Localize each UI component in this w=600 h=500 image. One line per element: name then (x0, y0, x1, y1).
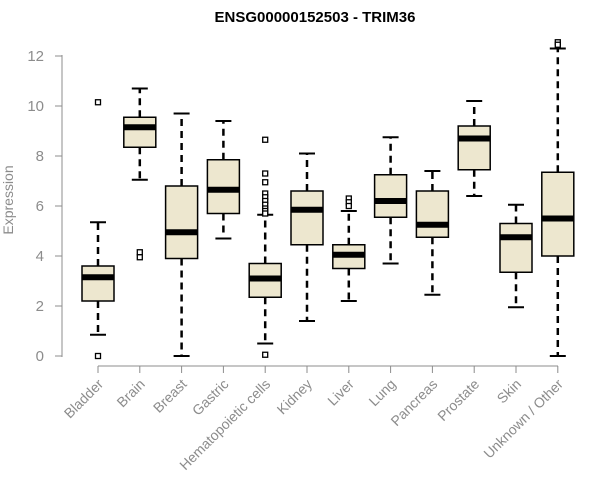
box-group (457, 100, 491, 197)
box-iqr (541, 171, 575, 257)
y-tick-label: 4 (36, 248, 44, 265)
outlier-point (136, 254, 143, 261)
outlier-point (262, 351, 269, 358)
y-axis-label: Expression (0, 165, 16, 234)
box-group (248, 136, 282, 358)
box-group (290, 152, 324, 322)
box-iqr (457, 125, 491, 171)
outlier-point (262, 179, 269, 186)
x-tick-label: Kidney (274, 376, 316, 418)
x-tick-label: Breast (150, 376, 190, 416)
outlier-point (136, 249, 143, 256)
box-iqr (123, 116, 157, 148)
outlier-point (345, 202, 352, 210)
box-group (123, 87, 157, 261)
outlier-point (262, 170, 269, 177)
box-iqr (373, 174, 408, 218)
x-tick-label: Prostate (434, 376, 482, 424)
y-tick-label: 12 (27, 48, 44, 65)
box-group (373, 136, 408, 265)
outlier-point (94, 99, 102, 106)
x-tick-label: Bladder (61, 376, 107, 422)
boxes (81, 39, 575, 360)
box-iqr (206, 159, 241, 215)
y-tick-label: 0 (36, 348, 44, 365)
box-iqr (81, 265, 115, 302)
outlier-point (554, 41, 561, 48)
y-tick-label: 10 (27, 98, 44, 115)
x-tick-label: Liver (324, 376, 357, 409)
x-tick-label: Skin (494, 376, 525, 407)
box-group (499, 203, 533, 309)
y-tick-label: 8 (36, 148, 44, 165)
outlier-point (262, 136, 269, 143)
chart-title: ENSG00000152503 - TRIM36 (215, 9, 416, 26)
outlier-point (262, 210, 269, 217)
box-iqr (164, 185, 199, 260)
box-iqr (499, 222, 533, 273)
y-tick-label: 6 (36, 198, 44, 215)
x-tick-label: Unknown / Other (480, 376, 566, 462)
box-group (415, 170, 450, 296)
outlier-point (94, 352, 102, 360)
x-tick-label: Lung (365, 376, 398, 409)
box-group (164, 112, 199, 357)
box-iqr (290, 190, 324, 246)
x-tick-label: Brain (113, 376, 147, 410)
box-iqr (415, 190, 450, 238)
y-ticks: 0 2 4 6 8 10 12 (27, 48, 62, 365)
box-group (81, 99, 115, 360)
box-group (206, 120, 241, 240)
box-group (541, 39, 575, 357)
box-group (332, 195, 366, 302)
y-tick-label: 2 (36, 298, 44, 315)
